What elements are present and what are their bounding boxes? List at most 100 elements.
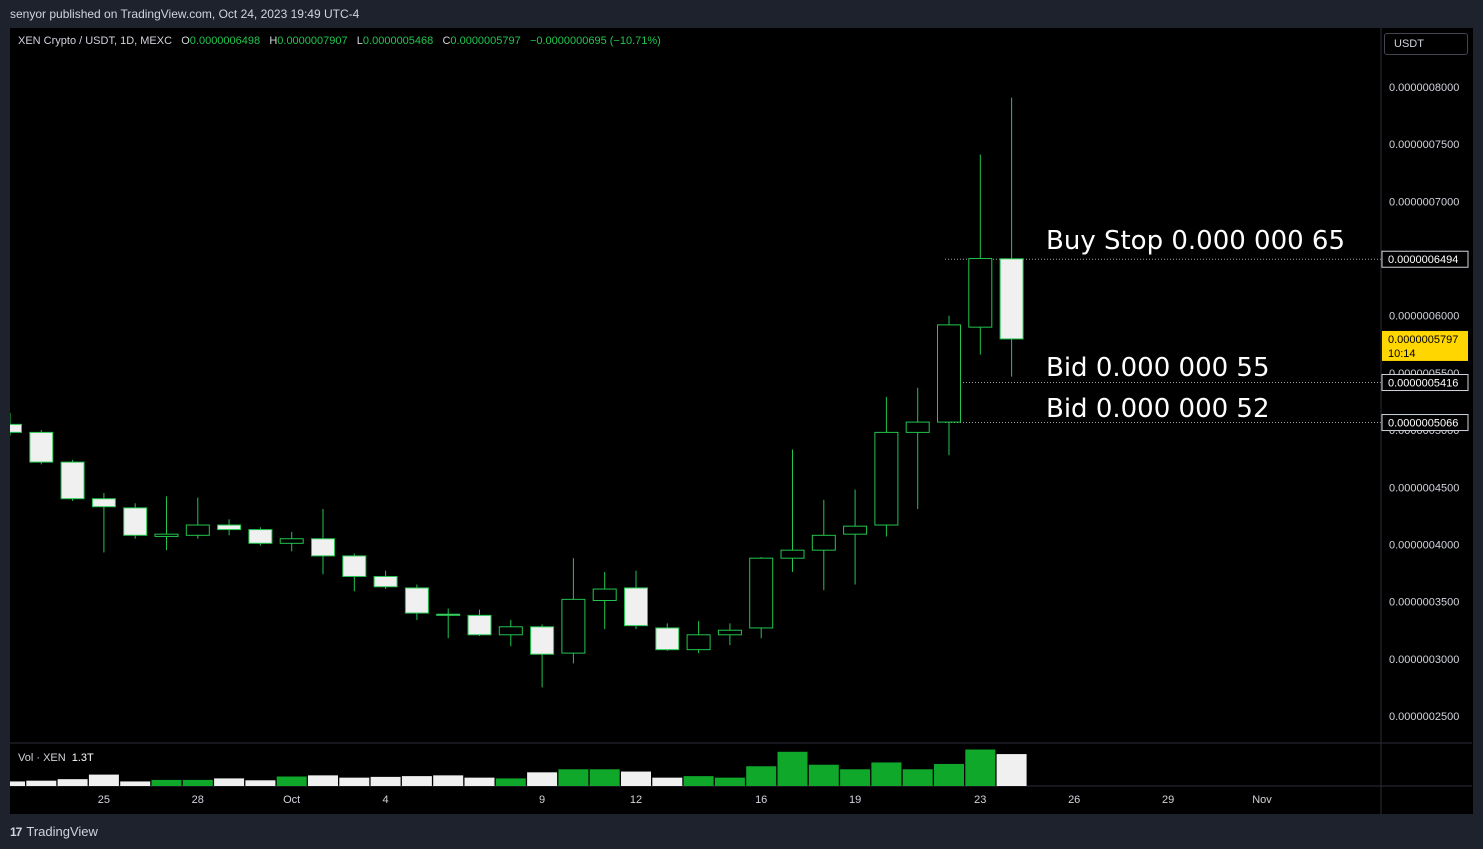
x-tick-label: 26 [1068, 794, 1080, 806]
symbol-name[interactable]: XEN Crypto / USDT, 1D, MEXC [18, 35, 173, 47]
x-tick-label: 28 [192, 794, 204, 806]
volume-bar [57, 779, 88, 786]
y-tick-label: 0.0000008000 [1389, 82, 1459, 94]
last-price-countdown: 10:14 [1388, 348, 1416, 360]
y-tick-label: 0.0000002500 [1389, 711, 1459, 723]
volume-label[interactable]: Vol · XEN [18, 752, 66, 764]
candle-body [91, 498, 116, 508]
candle-body [467, 614, 492, 636]
candle-body [968, 258, 993, 328]
candle-body [185, 524, 210, 536]
candle-body [905, 421, 930, 433]
publisher-bar: senyor published on TradingView.com, Oct… [0, 0, 1483, 28]
x-tick-label: 12 [630, 794, 642, 806]
close-value: 0.0000005797 [450, 35, 521, 47]
x-tick-label: 23 [974, 794, 986, 806]
tradingview-logo-icon: 17 [10, 824, 22, 839]
candle-body [624, 587, 648, 627]
volume-bar [996, 754, 1027, 786]
volume-bar [746, 766, 777, 786]
volume-bar [495, 778, 526, 786]
volume-bar [558, 769, 589, 786]
y-tick-label: 0.0000007000 [1389, 196, 1459, 208]
candle-body [592, 588, 617, 601]
open-label: O [181, 35, 190, 47]
volume-bar [840, 769, 871, 786]
volume-bar [308, 775, 338, 786]
price-line-tag [1381, 250, 1469, 268]
candle-body [342, 555, 367, 577]
candle-body [29, 431, 54, 463]
candle-body [248, 529, 273, 544]
footer-bar: 17 TradingView [0, 814, 1483, 849]
volume-bar [120, 781, 151, 786]
candlestick-chart[interactable]: 0.0000008000 0.0000007500 0.0000007000 0.00… [10, 28, 1473, 814]
y-tick-label: 0.0000003000 [1389, 654, 1459, 666]
volume-bar [182, 779, 213, 786]
price-line-label: 0.0000006494 [1388, 254, 1458, 266]
candle-body [999, 258, 1024, 340]
candle-body [498, 626, 523, 636]
volume-bar [339, 777, 370, 786]
candle-body [217, 524, 242, 531]
publisher-text: senyor published on TradingView.com, Oct… [10, 7, 360, 21]
tradingview-logo[interactable]: 17 TradingView [10, 824, 98, 839]
volume-bar [683, 776, 714, 786]
volume-bar [714, 777, 745, 786]
currency-button[interactable]: USDT [1384, 33, 1468, 55]
volume-legend: Vol · XEN 1.3T [18, 752, 94, 764]
candle-body [780, 549, 805, 559]
bid-annotation-2: Bid 0.000 000 52 [1046, 394, 1270, 424]
volume-bar [777, 751, 808, 786]
low-value: 0.0000005468 [362, 35, 434, 47]
candle-body [686, 634, 711, 651]
volume-bar [276, 776, 307, 786]
candle-body [874, 431, 899, 526]
y-tick-label: 0.0000004500 [1389, 482, 1459, 494]
candle-body [404, 587, 429, 614]
volume-bar [621, 771, 651, 786]
high-label: H [269, 35, 278, 47]
volume-bar [464, 777, 495, 786]
volume-bar [151, 779, 182, 786]
volume-bar [88, 774, 119, 786]
x-tick-label: 25 [98, 794, 110, 806]
last-price-label: 0.0000005797 [1388, 334, 1458, 346]
candle-body [655, 627, 680, 651]
y-tick-label: 0.0000003500 [1389, 597, 1459, 609]
candle-body [436, 613, 461, 616]
candle-body [843, 525, 868, 535]
x-tick-label: Oct [283, 794, 300, 806]
x-tick-label: 19 [849, 794, 861, 806]
price-line-tag [1381, 374, 1469, 392]
y-tick-label: 0.0000007500 [1389, 139, 1459, 151]
close-label: C [442, 35, 451, 47]
volume-bar [245, 780, 276, 786]
volume-bar [10, 781, 25, 786]
x-tick-label: 9 [539, 794, 545, 806]
candle-body [373, 575, 398, 588]
y-tick-label: 0.0000004000 [1389, 539, 1459, 551]
volume-bar [652, 777, 683, 786]
price-line-tag [1381, 414, 1469, 432]
buy-stop-annotation: Buy Stop 0.000 000 65 [1046, 226, 1346, 256]
low-label: L [356, 35, 363, 47]
candle-body [811, 534, 836, 551]
x-tick-label: 29 [1162, 794, 1174, 806]
candle-body [60, 461, 85, 500]
candle-body [311, 538, 335, 557]
open-value: 0.0000006498 [189, 35, 261, 47]
candle-body [717, 629, 742, 636]
volume-bar [433, 775, 464, 786]
price-line-label: 0.0000005416 [1388, 378, 1458, 390]
last-price-tag [1382, 330, 1468, 361]
volume-bar [589, 769, 620, 786]
volume-bar [370, 776, 401, 786]
candle-body [123, 507, 148, 536]
chart-frame [10, 28, 1473, 814]
volume-bar [26, 780, 57, 786]
candle-body [279, 538, 304, 544]
volume-bar [871, 762, 902, 786]
y-tick-label: 0.0000006000 [1389, 311, 1459, 323]
change-value: −0.0000000695 (−10.71%) [529, 35, 661, 47]
